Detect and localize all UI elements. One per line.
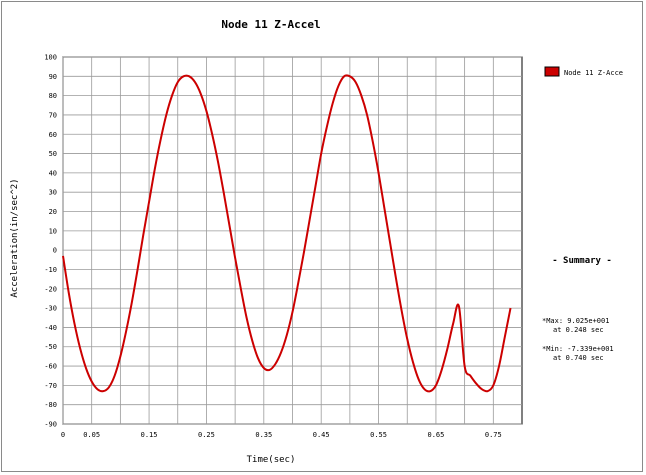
legend: Node 11 Z-Acce xyxy=(544,66,623,77)
y-tick-label: 90 xyxy=(49,73,57,81)
tick-labels: 1009080706050403020100-10-20-30-40-50-60… xyxy=(44,54,501,440)
y-tick-label: 60 xyxy=(49,131,57,139)
summary-max-time: at 0.248 sec xyxy=(553,326,604,334)
x-tick-label: 0.55 xyxy=(370,431,387,439)
x-tick-label: 0.25 xyxy=(198,431,215,439)
y-tick-label: -50 xyxy=(44,343,57,351)
y-tick-label: 50 xyxy=(49,150,57,158)
y-tick-label: -10 xyxy=(44,266,57,274)
summary-max-value: *Max: 9.025e+001 xyxy=(542,317,609,325)
x-tick-label: 0.05 xyxy=(83,431,100,439)
y-tick-label: 80 xyxy=(49,92,57,100)
x-tick-label: 0 xyxy=(61,431,65,439)
series-line xyxy=(62,74,512,393)
series-layer xyxy=(62,74,512,393)
x-tick-label: 0.15 xyxy=(141,431,158,439)
y-tick-label: 100 xyxy=(44,54,57,62)
y-tick-label: 40 xyxy=(49,169,57,177)
y-tick-label: 10 xyxy=(49,227,57,235)
y-tick-label: -40 xyxy=(44,324,57,332)
y-tick-label: 30 xyxy=(49,189,57,197)
summary-title: - Summary - xyxy=(552,256,612,266)
legend-swatch xyxy=(544,66,560,77)
x-tick-label: 0.75 xyxy=(485,431,502,439)
summary-panel: - Summary - *Max: 9.025e+001 at 0.248 se… xyxy=(542,256,614,362)
y-tick-label: -70 xyxy=(44,382,57,390)
x-tick-label: 0.45 xyxy=(313,431,330,439)
summary-min-value: *Min: -7.339e+001 xyxy=(542,345,614,353)
y-tick-label: 0 xyxy=(53,247,57,255)
x-axis-label: Time(sec) xyxy=(247,455,296,465)
y-tick-label: 20 xyxy=(49,208,57,216)
x-tick-label: 0.35 xyxy=(255,431,272,439)
y-tick-label: -30 xyxy=(44,305,57,313)
grid xyxy=(62,56,522,425)
y-tick-label: -80 xyxy=(44,401,57,409)
y-tick-label: 70 xyxy=(49,111,57,119)
legend-label: Node 11 Z-Acce xyxy=(564,69,623,77)
x-tick-label: 0.65 xyxy=(428,431,445,439)
y-axis-label: Acceleration(in/sec^2) xyxy=(10,178,20,297)
y-tick-label: -90 xyxy=(44,421,57,429)
y-tick-label: -60 xyxy=(44,363,57,371)
chart-title: Node 11 Z-Accel xyxy=(221,18,320,31)
y-tick-label: -20 xyxy=(44,285,57,293)
summary-min-time: at 0.740 sec xyxy=(553,354,604,362)
